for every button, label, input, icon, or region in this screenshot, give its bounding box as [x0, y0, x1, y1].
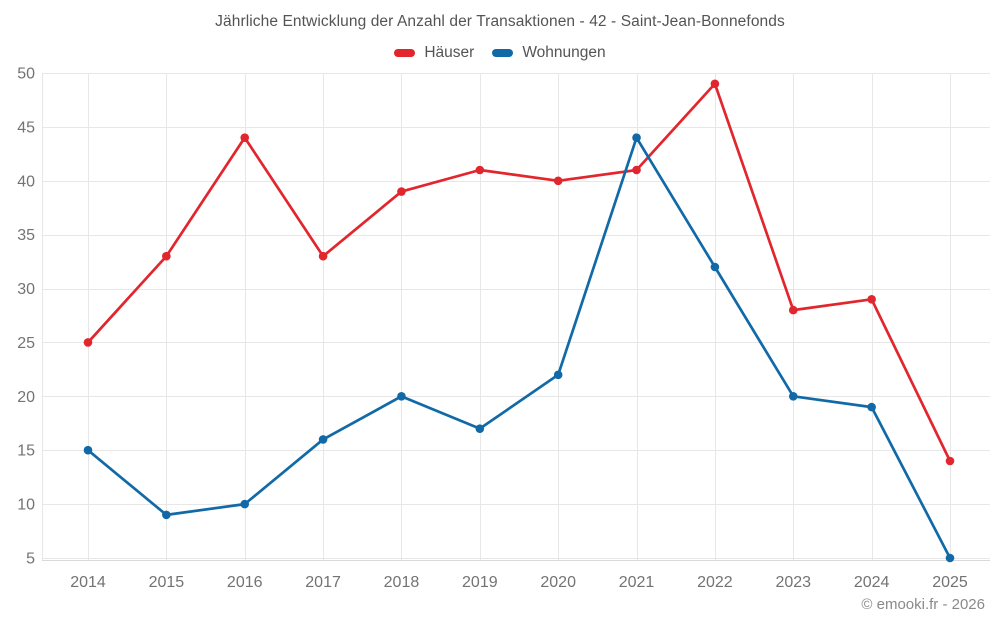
point-hauser-2015[interactable]: [162, 251, 171, 261]
point-wohnungen-2016[interactable]: [240, 499, 250, 509]
point-wohnungen-2021[interactable]: [632, 133, 641, 142]
x-tick-label-2025: 2025: [932, 574, 968, 591]
point-hauser-2017[interactable]: [318, 251, 328, 261]
y-tick-label-45: 45: [17, 119, 35, 136]
x-tick-label-2018: 2018: [384, 574, 420, 591]
legend-swatch-wohnungen: [492, 49, 514, 57]
y-tick-label-5: 5: [26, 551, 35, 568]
point-hauser-2023[interactable]: [788, 305, 798, 315]
y-tick-label-20: 20: [17, 389, 35, 406]
point-hauser-2019[interactable]: [475, 165, 485, 175]
point-wohnungen-2014[interactable]: [83, 445, 93, 455]
y-tick-label-50: 50: [17, 66, 35, 83]
point-hauser-2024[interactable]: [867, 295, 876, 304]
x-tick-label-2020: 2020: [540, 574, 576, 591]
point-hauser-2021[interactable]: [632, 165, 641, 175]
point-wohnungen-2017[interactable]: [318, 435, 328, 444]
point-wohnungen-2020[interactable]: [553, 370, 563, 380]
series-line-wohnungen: [86, 136, 952, 560]
y-tick-label-15: 15: [17, 443, 35, 460]
point-hauser-2018[interactable]: [397, 187, 406, 196]
point-hauser-2025[interactable]: [945, 456, 955, 466]
attribution-text: © emooki.fr - 2026: [861, 596, 985, 613]
legend-item-hauser[interactable]: Häuser: [394, 44, 474, 62]
x-tick-label-2016: 2016: [227, 574, 263, 591]
chart-legend: Häuser Wohnungen: [0, 44, 1000, 62]
x-tick-label-2015: 2015: [149, 574, 185, 591]
x-tick-label-2014: 2014: [70, 574, 106, 591]
y-tick-label-30: 30: [17, 281, 35, 298]
x-tick-label-2019: 2019: [462, 574, 498, 591]
point-wohnungen-2018[interactable]: [397, 392, 406, 401]
chart-title: Jährliche Entwicklung der Anzahl der Tra…: [215, 13, 785, 30]
x-tick-label-2017: 2017: [305, 574, 341, 591]
x-tick-label-2023: 2023: [775, 574, 811, 591]
x-tick-label-2022: 2022: [697, 574, 733, 591]
point-wohnungen-2019[interactable]: [475, 424, 485, 433]
point-wohnungen-2024[interactable]: [867, 402, 876, 412]
point-hauser-2020[interactable]: [553, 176, 563, 186]
x-tick-label-2021: 2021: [619, 574, 655, 591]
point-wohnungen-2015[interactable]: [162, 510, 171, 520]
legend-swatch-hauser: [394, 49, 416, 57]
point-wohnungen-2023[interactable]: [788, 392, 798, 401]
point-hauser-2014[interactable]: [83, 338, 93, 347]
legend-item-wohnungen[interactable]: Wohnungen: [492, 44, 606, 62]
point-wohnungen-2022[interactable]: [710, 262, 720, 272]
y-tick-label-40: 40: [17, 173, 35, 190]
series-line-hauser: [86, 82, 952, 463]
legend-label: Wohnungen: [522, 44, 606, 61]
point-hauser-2022[interactable]: [710, 79, 720, 89]
y-tick-label-10: 10: [17, 497, 35, 514]
point-wohnungen-2025[interactable]: [945, 553, 955, 563]
x-tick-label-2024: 2024: [854, 574, 890, 591]
y-tick-label-25: 25: [17, 335, 35, 352]
y-tick-label-35: 35: [17, 227, 35, 244]
legend-label: Häuser: [424, 44, 475, 61]
point-hauser-2016[interactable]: [240, 133, 250, 142]
